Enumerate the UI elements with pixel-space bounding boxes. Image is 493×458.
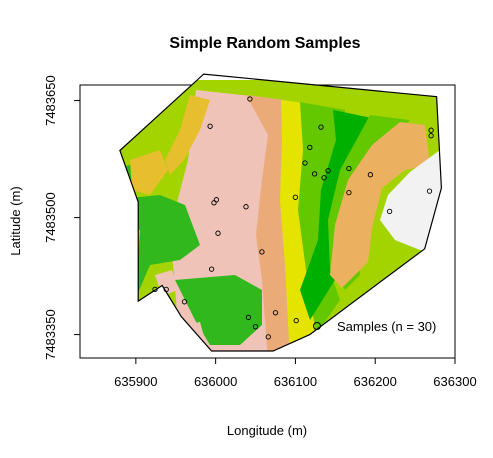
sample-point xyxy=(272,310,279,316)
y-tick-label: 7483500 xyxy=(43,192,58,243)
zone-ochre-3 xyxy=(120,225,140,262)
sample-point xyxy=(346,189,352,196)
sample-point xyxy=(428,133,434,139)
sample-points xyxy=(152,96,434,340)
sample-point xyxy=(426,188,433,194)
legend-label: Samples (n = 30) xyxy=(337,319,436,334)
sample-point xyxy=(321,175,327,181)
legend-point-symbol xyxy=(313,322,321,330)
sample-point xyxy=(311,171,318,177)
sample-point xyxy=(302,160,308,166)
sample-point xyxy=(252,324,259,330)
sample-point xyxy=(367,172,374,178)
y-axis-label: Latitude (m) xyxy=(8,186,23,255)
zone-light-gray xyxy=(380,150,442,250)
sample-point xyxy=(346,165,352,172)
x-axis: 635900 636000 636100 636200 636300 xyxy=(114,357,477,389)
sample-point xyxy=(292,194,299,200)
y-tick-label: 7483650 xyxy=(43,75,58,126)
zone-orange xyxy=(330,122,430,288)
sample-point xyxy=(318,124,324,130)
x-tick-label: 636000 xyxy=(194,374,237,389)
x-tick-label: 636100 xyxy=(274,374,317,389)
legend: Samples (n = 30) xyxy=(313,319,436,334)
sample-point xyxy=(181,299,188,305)
x-tick-label: 636300 xyxy=(433,374,476,389)
sample-point xyxy=(211,200,217,206)
zone-tan xyxy=(246,95,298,351)
x-tick-label: 635900 xyxy=(114,374,157,389)
sample-point xyxy=(207,123,213,129)
study-area-boundary xyxy=(119,73,443,352)
sample-point xyxy=(163,286,169,293)
sample-point xyxy=(208,266,215,272)
zone-dark-green-right xyxy=(300,110,372,320)
sample-point xyxy=(243,204,249,210)
x-tick-label: 636200 xyxy=(354,374,397,389)
sample-point xyxy=(247,96,253,102)
sample-point xyxy=(386,208,393,215)
zone-ochre-1 xyxy=(165,95,210,175)
sample-point xyxy=(265,334,271,340)
y-tick-label: 7483350 xyxy=(43,309,58,360)
sample-point xyxy=(215,230,221,236)
sample-point xyxy=(293,317,299,324)
sample-point xyxy=(428,127,434,133)
sample-point xyxy=(307,144,313,151)
chart-title: Simple Random Samples xyxy=(169,35,360,52)
zone-ochre-2 xyxy=(130,150,168,195)
y-axis: 7483350 7483500 7483650 xyxy=(43,75,81,360)
sample-point xyxy=(259,249,265,255)
land-zones xyxy=(119,80,442,351)
sample-point xyxy=(325,168,331,174)
zone-dark-green-bottom xyxy=(175,275,262,345)
sample-point xyxy=(245,314,252,321)
x-axis-label: Longitude (m) xyxy=(227,423,307,438)
sample-point xyxy=(152,286,158,293)
